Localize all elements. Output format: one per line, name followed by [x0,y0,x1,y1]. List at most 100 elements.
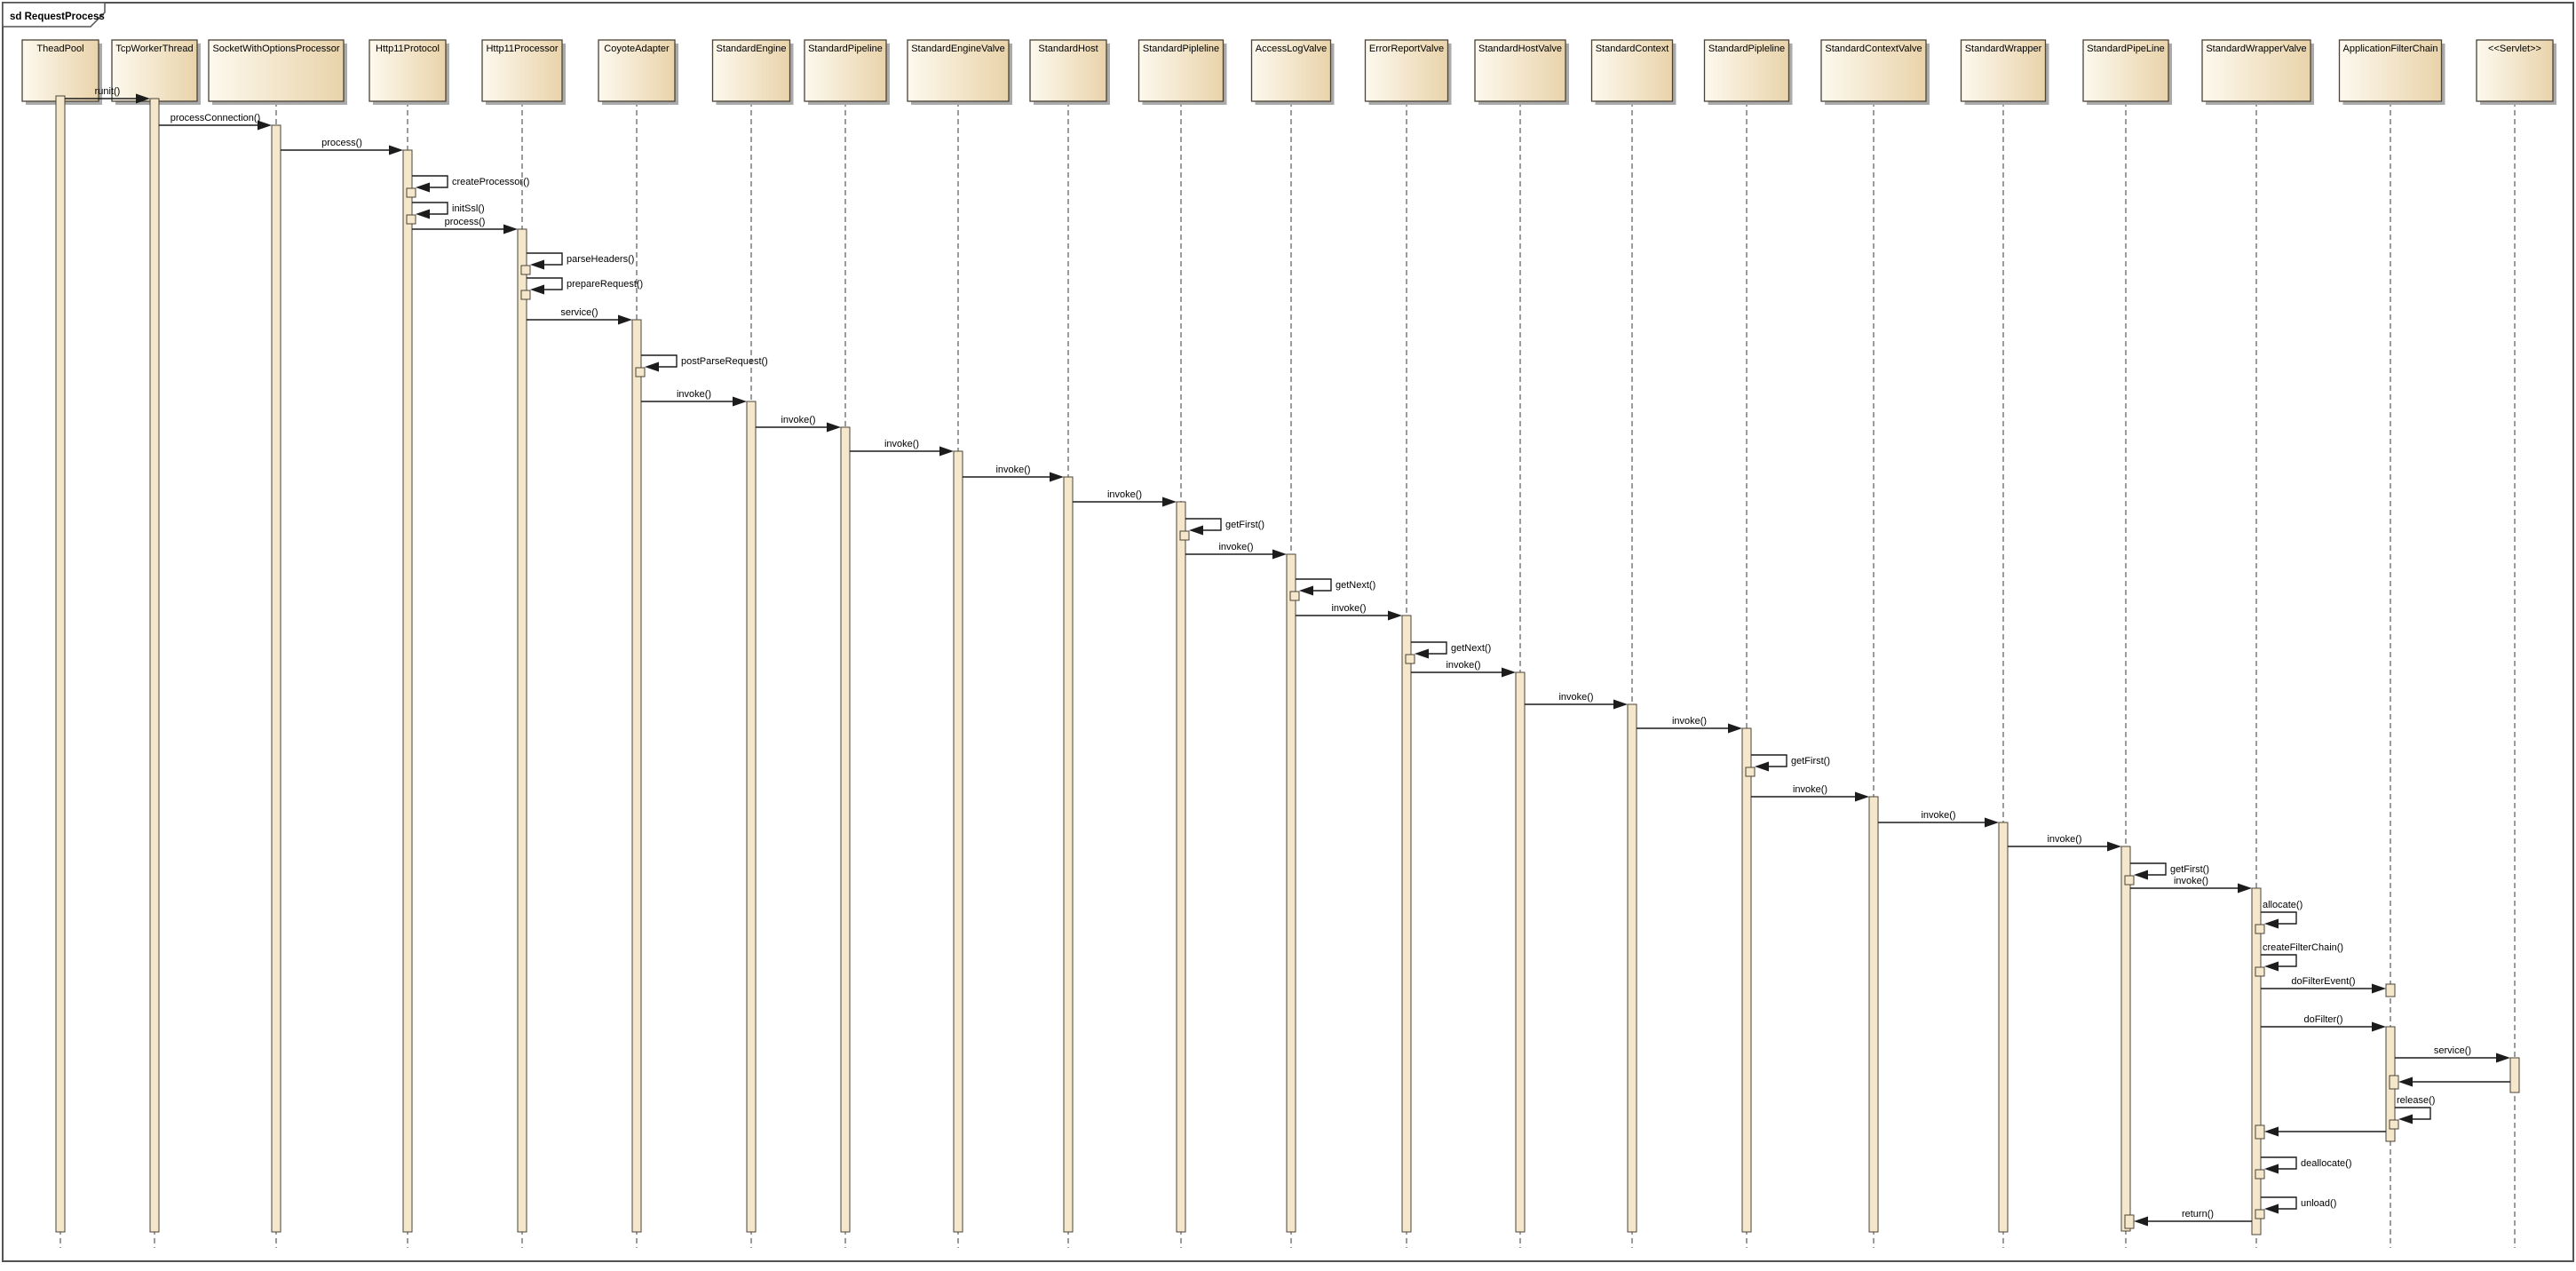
lifeline-header-box [2338,39,2443,102]
message-return: return() [2124,1209,2252,1229]
message-unload: unload() [2255,1196,2336,1219]
message-service: service() [527,307,632,325]
self-loop-line [1296,578,1332,592]
message-label: invoke() [2047,834,2081,845]
lifeline-header-label: StandardContext [1596,44,1669,54]
self-loop-line [2130,862,2167,876]
self-loop-line [527,252,563,266]
self-loop-line [2395,1107,2431,1120]
nested-activation-box [2255,1124,2265,1140]
lifeline-socketwithoptionsprocessor: SocketWithOptionsProcessor [208,39,347,1248]
message-arrowhead [733,396,747,407]
message-label: service() [560,307,598,318]
activation-bar [1286,553,1296,1233]
lifeline-header-label: StandardContextValve [1825,44,1922,54]
message-label: invoke() [1558,692,1593,703]
self-loop-line [1411,641,1447,655]
lifeline-standardpipleline: StandardPipleline [1703,39,1793,1248]
message-deallocate: deallocate() [2255,1156,2351,1180]
message-invoke: invoke() [1751,784,1869,802]
frame-tab [2,2,106,28]
activation-bar [746,401,757,1233]
message-label: release() [2397,1095,2435,1106]
lifeline-applicationfilterchain: ApplicationFilterChain [2338,39,2445,1248]
message-return [2255,1124,2386,1140]
message-arrowhead [2264,1203,2279,1214]
message-arrowhead [2134,1216,2148,1227]
message-label: invoke() [1793,784,1827,795]
message-return [2389,1075,2510,1090]
lifeline-header-label: <<Servlet>> [2488,44,2541,54]
message-invoke: invoke() [756,415,841,433]
message-invoke: invoke() [1073,489,1177,507]
self-loop-line [2261,911,2297,925]
message-arrowhead [2264,918,2279,929]
message-process: process() [412,217,518,234]
message-label: createProcessor() [452,177,529,187]
lifeline-header-label: StandardPipleline [1143,44,1219,54]
nested-activation-box [2255,1169,2265,1180]
message-arrowhead [2496,1053,2510,1063]
lifeline-header-label: TcpWorkerThread [115,44,193,54]
lifeline-header-box [21,39,99,102]
message-invoke: invoke() [1878,810,1999,828]
message-processconnection: processConnection() [159,113,272,131]
lifeline-header-label: Http11Processor [486,44,558,54]
message-arrowhead [2372,983,2386,994]
message-getfirst: getFirst() [1179,518,1264,541]
lifeline-header-box [369,39,447,102]
message-label: invoke() [1218,542,1253,552]
message-arrowhead [2398,1114,2413,1124]
lifeline-errorreportvalve: ErrorReportValve [1364,39,1452,1248]
lifeline-header-label: StandardHostValve [1478,44,1562,54]
nested-activation-box [520,290,531,300]
message-label: invoke() [884,439,919,449]
message-invoke: invoke() [1525,692,1628,710]
activation-bar [1176,501,1186,1233]
lifeline-header-label: StandardWrapperValve [2206,44,2306,54]
self-loop-line [527,277,563,290]
lifeline-header-box [907,39,1010,102]
message-label: getNext() [1336,580,1375,591]
message-label: doFilter() [2303,1014,2342,1025]
nested-activation-box [2124,875,2135,886]
message-arrowhead [2238,883,2252,894]
activation-bar [631,319,642,1233]
activation-bar [149,98,160,1233]
nested-activation-box [1289,591,1300,601]
message-label: invoke() [1331,603,1366,614]
message-label: getNext() [1451,643,1491,654]
message-arrowhead [2264,1126,2279,1137]
message-label: invoke() [781,415,815,425]
self-loop-line [412,175,448,188]
lifeline-header-label: StandardEngineValve [911,44,1005,54]
lifeline-standardcontextvalve: StandardContextValve [1820,39,1930,1248]
message-label: invoke() [2174,876,2208,886]
activation-bar [1401,615,1412,1233]
nested-activation-box [2255,924,2265,934]
lifeline-accesslogvalve: AccessLogValve [1250,39,1335,1248]
message-label: invoke() [1921,810,1955,821]
message-invoke: invoke() [2130,876,2252,894]
lifeline-header-label: StandardHost [1038,44,1098,54]
lifeline-header-box [1960,39,2047,102]
lifeline-header-label: ApplicationFilterChain [2343,44,2438,54]
activation-bar [402,149,413,1233]
activation-bar [1741,727,1752,1233]
message-postparserequest: postParseRequest() [635,354,768,377]
message-arrowhead [939,446,954,457]
lifeline-header-box [1137,39,1225,102]
lifeline-header-box [2082,39,2169,102]
lifeline-standardwrappervalve: StandardWrapperValve [2201,39,2314,1248]
lifeline-theadpool: TheadPool [21,39,102,1248]
message-label: processConnection() [170,113,261,123]
self-loop-line [2261,1156,2297,1170]
nested-activation-box [635,367,646,377]
lifeline-header-label: TheadPool [36,44,83,54]
message-release: release() [2389,1095,2435,1130]
nested-activation-box [520,265,531,275]
activation-bar [1515,671,1526,1233]
message-invoke: invoke() [1185,542,1287,560]
